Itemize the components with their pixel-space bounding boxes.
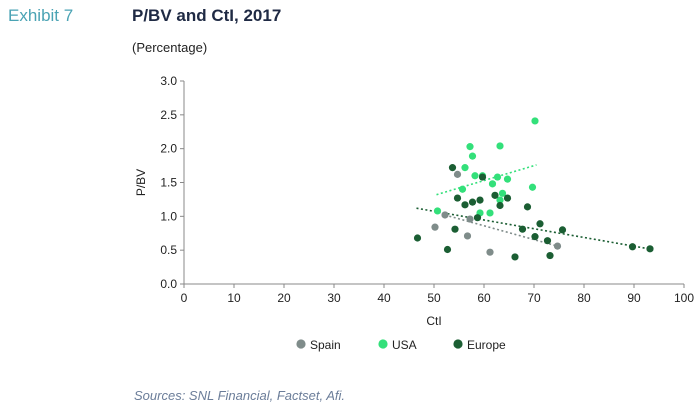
legend-label-usa: USA bbox=[392, 338, 417, 352]
point-usa bbox=[496, 142, 504, 150]
sources-note: Sources: SNL Financial, Factset, Afi. bbox=[134, 388, 345, 403]
x-tick-label: 0 bbox=[181, 291, 188, 305]
trendline-spain bbox=[444, 214, 558, 247]
y-axis-label: P/BV bbox=[134, 169, 148, 196]
axes: 0 10 20 30 40 50 60 70 80 90 100 0.0 0.5 1.0 1.5 2.0 2.5… bbox=[160, 74, 694, 305]
point-spain bbox=[553, 242, 562, 250]
point-usa bbox=[458, 185, 467, 193]
point-usa bbox=[488, 180, 497, 188]
point-europe bbox=[453, 194, 462, 202]
point-usa bbox=[466, 143, 474, 151]
point-europe bbox=[448, 164, 457, 172]
point-europe bbox=[511, 253, 519, 261]
point-spain bbox=[453, 170, 462, 178]
point-europe bbox=[536, 220, 544, 228]
trend-lines bbox=[416, 164, 650, 250]
y-tick-label: 0.0 bbox=[160, 277, 177, 291]
x-tick-label: 40 bbox=[377, 291, 391, 305]
point-europe bbox=[478, 173, 487, 181]
point-europe bbox=[491, 191, 499, 199]
y-tick-label: 0.5 bbox=[160, 243, 177, 257]
point-usa bbox=[531, 117, 539, 125]
point-europe bbox=[628, 243, 637, 251]
point-europe bbox=[546, 251, 554, 260]
x-axis-label: CtI bbox=[426, 314, 441, 328]
trendline-usa bbox=[436, 164, 537, 196]
legend-marker-spain bbox=[296, 339, 306, 349]
point-usa bbox=[503, 175, 512, 183]
point-usa bbox=[486, 209, 494, 217]
legend-label-spain: Spain bbox=[310, 338, 341, 352]
x-tick-label: 80 bbox=[577, 291, 591, 305]
point-usa bbox=[496, 196, 504, 204]
x-tick-label: 30 bbox=[327, 291, 341, 305]
point-usa bbox=[493, 173, 502, 181]
x-tick-label: 90 bbox=[627, 291, 641, 305]
point-usa bbox=[433, 207, 442, 215]
x-tick-label: 20 bbox=[277, 291, 291, 305]
exhibit-label: Exhibit 7 bbox=[8, 6, 74, 25]
x-tick-label: 70 bbox=[527, 291, 541, 305]
point-usa bbox=[528, 183, 537, 191]
point-europe bbox=[558, 226, 567, 234]
point-europe bbox=[476, 196, 484, 204]
x-tick-label: 100 bbox=[674, 291, 694, 305]
chart-subtitle: (Percentage) bbox=[132, 40, 208, 55]
point-europe bbox=[531, 233, 539, 241]
point-usa bbox=[468, 152, 477, 160]
x-tick-label: 60 bbox=[477, 291, 491, 305]
trendline-europe bbox=[416, 207, 650, 250]
point-europe bbox=[461, 201, 469, 209]
point-europe bbox=[543, 237, 552, 245]
chart-title: P/BV and CtI, 2017 bbox=[132, 6, 282, 25]
point-europe bbox=[518, 225, 527, 233]
point-europe bbox=[451, 225, 459, 233]
point-spain bbox=[441, 211, 449, 219]
y-tick-label: 3.0 bbox=[160, 74, 177, 88]
data-points bbox=[413, 117, 654, 261]
point-usa bbox=[498, 189, 507, 197]
y-tick-label: 2.0 bbox=[160, 142, 177, 156]
legend: Spain USA Europe bbox=[296, 338, 506, 352]
point-europe bbox=[473, 214, 482, 222]
legend-marker-usa bbox=[378, 339, 388, 349]
point-europe bbox=[496, 201, 504, 210]
scatter-chart: 0 10 20 30 40 50 60 70 80 90 100 0.0 0.5 1.0 1.5 2.0 2.5… bbox=[134, 74, 694, 352]
point-europe bbox=[503, 194, 512, 202]
legend-label-europe: Europe bbox=[467, 338, 506, 352]
legend-marker-europe bbox=[453, 339, 463, 349]
x-tick-label: 10 bbox=[227, 291, 241, 305]
point-europe bbox=[413, 234, 422, 242]
point-spain bbox=[463, 232, 472, 240]
point-europe bbox=[468, 198, 477, 206]
point-spain bbox=[431, 223, 439, 231]
point-spain bbox=[486, 248, 494, 256]
y-tick-label: 2.5 bbox=[160, 108, 177, 122]
point-usa bbox=[461, 164, 469, 172]
y-tick-label: 1.0 bbox=[160, 209, 177, 223]
point-europe bbox=[646, 245, 654, 253]
x-tick-label: 50 bbox=[427, 291, 441, 305]
point-europe bbox=[523, 203, 532, 211]
point-usa bbox=[471, 172, 479, 180]
y-tick-label: 1.5 bbox=[160, 176, 177, 190]
point-europe bbox=[443, 245, 452, 254]
point-spain bbox=[466, 215, 474, 223]
